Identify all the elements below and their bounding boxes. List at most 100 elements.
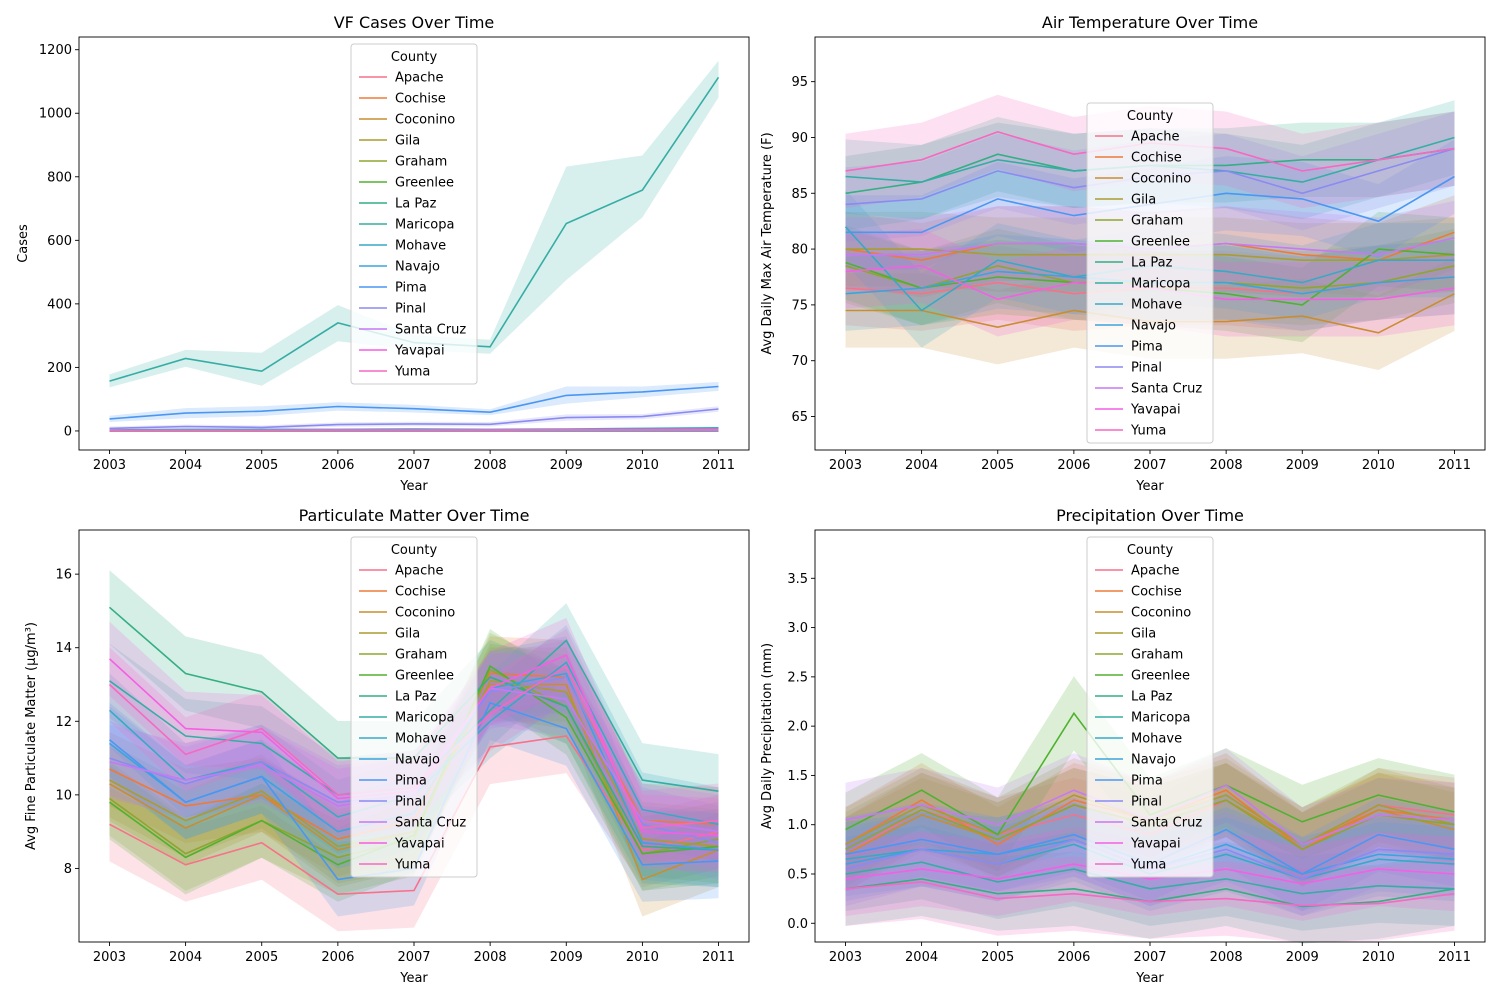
band-gila: [109, 643, 719, 884]
legend-label: Apache: [395, 564, 444, 579]
x-tick-label: 2005: [981, 458, 1014, 473]
legend-label: Yavapai: [1130, 403, 1181, 418]
y-tick-label: 1.5: [787, 769, 808, 784]
legend-label: Greenlee: [1131, 235, 1190, 250]
chart-title: Air Temperature Over Time: [1042, 13, 1258, 32]
x-axis-label: Year: [1135, 971, 1164, 986]
x-tick-label: 2011: [1438, 458, 1471, 473]
band-cochise: [109, 636, 719, 877]
legend-label: Mohave: [1131, 732, 1182, 747]
y-tick-label: 10: [55, 788, 72, 803]
legend-label: Pinal: [1131, 795, 1162, 810]
x-tick-label: 2007: [1133, 950, 1166, 965]
y-tick-label: 90: [791, 131, 808, 146]
series-lines: [109, 76, 720, 432]
y-tick-label: 75: [791, 298, 808, 313]
legend: County Apache Cochise Coconino Gila Graham Gre…: [350, 536, 478, 878]
x-axis-label: Year: [399, 479, 428, 494]
x-tick-label: 2007: [397, 950, 430, 965]
x-tick-label: 2006: [321, 458, 354, 473]
band-greenlee: [845, 676, 1455, 872]
legend-label: Graham: [395, 648, 447, 663]
legend-label: Apache: [395, 71, 444, 86]
legend-label: Yuma: [1130, 858, 1166, 873]
band-yuma: [109, 629, 719, 865]
y-axis: 0 200 400 600 800 1000 1200 Cases: [16, 43, 79, 439]
legend-box: [1086, 536, 1214, 878]
legend: County Apache Cochise Coconino Gila Graham Gre…: [1086, 102, 1214, 444]
x-axis: 2003 2004 2005 2006 2007 2008 2009 2010 2011 Year: [93, 450, 735, 494]
legend-label: Coconino: [395, 113, 455, 128]
chart-title: Particulate Matter Over Time: [299, 506, 530, 525]
legend-label: Gila: [395, 627, 420, 642]
legend-label: Greenlee: [1131, 669, 1190, 684]
legend-label: Cochise: [1131, 151, 1182, 166]
legend-label: Pima: [1131, 774, 1163, 789]
x-tick-label: 2003: [829, 458, 862, 473]
y-tick-label: 70: [791, 354, 808, 369]
y-tick-label: 14: [55, 641, 72, 656]
legend: County Apache Cochise Coconino Gila Graham Gre…: [350, 43, 478, 385]
legend-box: [350, 43, 478, 385]
legend-label: Cochise: [1131, 585, 1182, 600]
chart-pm: Particulate Matter Over Time 2003 2004 2005…: [24, 506, 750, 986]
legend: County Apache Cochise Coconino Gila Graham Gre…: [1086, 536, 1214, 878]
x-tick-label: 2004: [905, 458, 938, 473]
x-tick-label: 2008: [1210, 950, 1243, 965]
x-tick-label: 2007: [1133, 458, 1166, 473]
x-tick-label: 2006: [1057, 950, 1090, 965]
legend-label: Yavapai: [1130, 837, 1181, 852]
x-tick-label: 2004: [169, 458, 202, 473]
legend-label: Santa Cruz: [1131, 816, 1202, 831]
confidence-bands: [845, 676, 1455, 944]
legend-label: Greenlee: [395, 176, 454, 191]
legend-label: Pinal: [395, 302, 426, 317]
legend-label: Gila: [395, 134, 420, 149]
x-tick-label: 2006: [1057, 458, 1090, 473]
x-tick-label: 2007: [397, 458, 430, 473]
x-tick-label: 2011: [702, 950, 735, 965]
x-tick-label: 2005: [245, 458, 278, 473]
y-tick-label: 1.0: [787, 818, 808, 833]
x-axis: 2003 2004 2005 2006 2007 2008 2009 2010 2011 Year: [829, 942, 1471, 986]
y-axis: 0.0 0.5 1.0 1.5 2.0 2.5 3.0 3.5 Avg Daily Precip…: [760, 572, 815, 932]
legend-label: Santa Cruz: [395, 816, 466, 831]
y-tick-label: 800: [47, 170, 72, 185]
x-axis-label: Year: [399, 971, 428, 986]
x-tick-label: 2010: [1362, 458, 1395, 473]
y-tick-label: 12: [55, 715, 72, 730]
y-tick-label: 2.0: [787, 720, 808, 735]
legend-label: Mohave: [395, 732, 446, 747]
legend-box: [1086, 102, 1214, 444]
line-pima: [109, 385, 719, 420]
x-tick-label: 2010: [626, 458, 659, 473]
legend-label: Navajo: [395, 260, 440, 275]
chart-temp: Air Temperature Over Time 2003 2004 2005 200…: [760, 13, 1486, 494]
legend-label: Coconino: [395, 606, 455, 621]
legend-title: County: [391, 50, 438, 65]
y-axis: 65 70 75 80 85 90 95 Avg Daily Max Air Temperat…: [760, 75, 815, 425]
legend-label: Santa Cruz: [395, 323, 466, 338]
y-axis-label: Avg Fine Particulate Matter (µg/m³): [24, 622, 39, 850]
legend-label: Yavapai: [394, 344, 445, 359]
legend-label: Yuma: [394, 858, 430, 873]
legend-label: Maricopa: [1131, 277, 1190, 292]
legend-label: Mohave: [395, 239, 446, 254]
legend-label: Pinal: [395, 795, 426, 810]
x-tick-label: 2003: [93, 950, 126, 965]
y-axis: 8 10 12 14 16 Avg Fine Particulate Matter (µg…: [24, 568, 79, 877]
band-maricopa: [109, 603, 719, 832]
line-yuma: [845, 881, 1455, 907]
chart-title: VF Cases Over Time: [334, 13, 495, 32]
y-tick-label: 3.5: [787, 572, 808, 587]
y-tick-label: 3.0: [787, 621, 808, 636]
band-graham: [109, 632, 719, 895]
legend-label: Graham: [395, 155, 447, 170]
band-maricopa: [109, 60, 719, 388]
y-tick-label: 95: [791, 75, 808, 90]
y-tick-label: 85: [791, 187, 808, 202]
legend-label: La Paz: [395, 690, 437, 705]
x-tick-label: 2011: [1438, 950, 1471, 965]
